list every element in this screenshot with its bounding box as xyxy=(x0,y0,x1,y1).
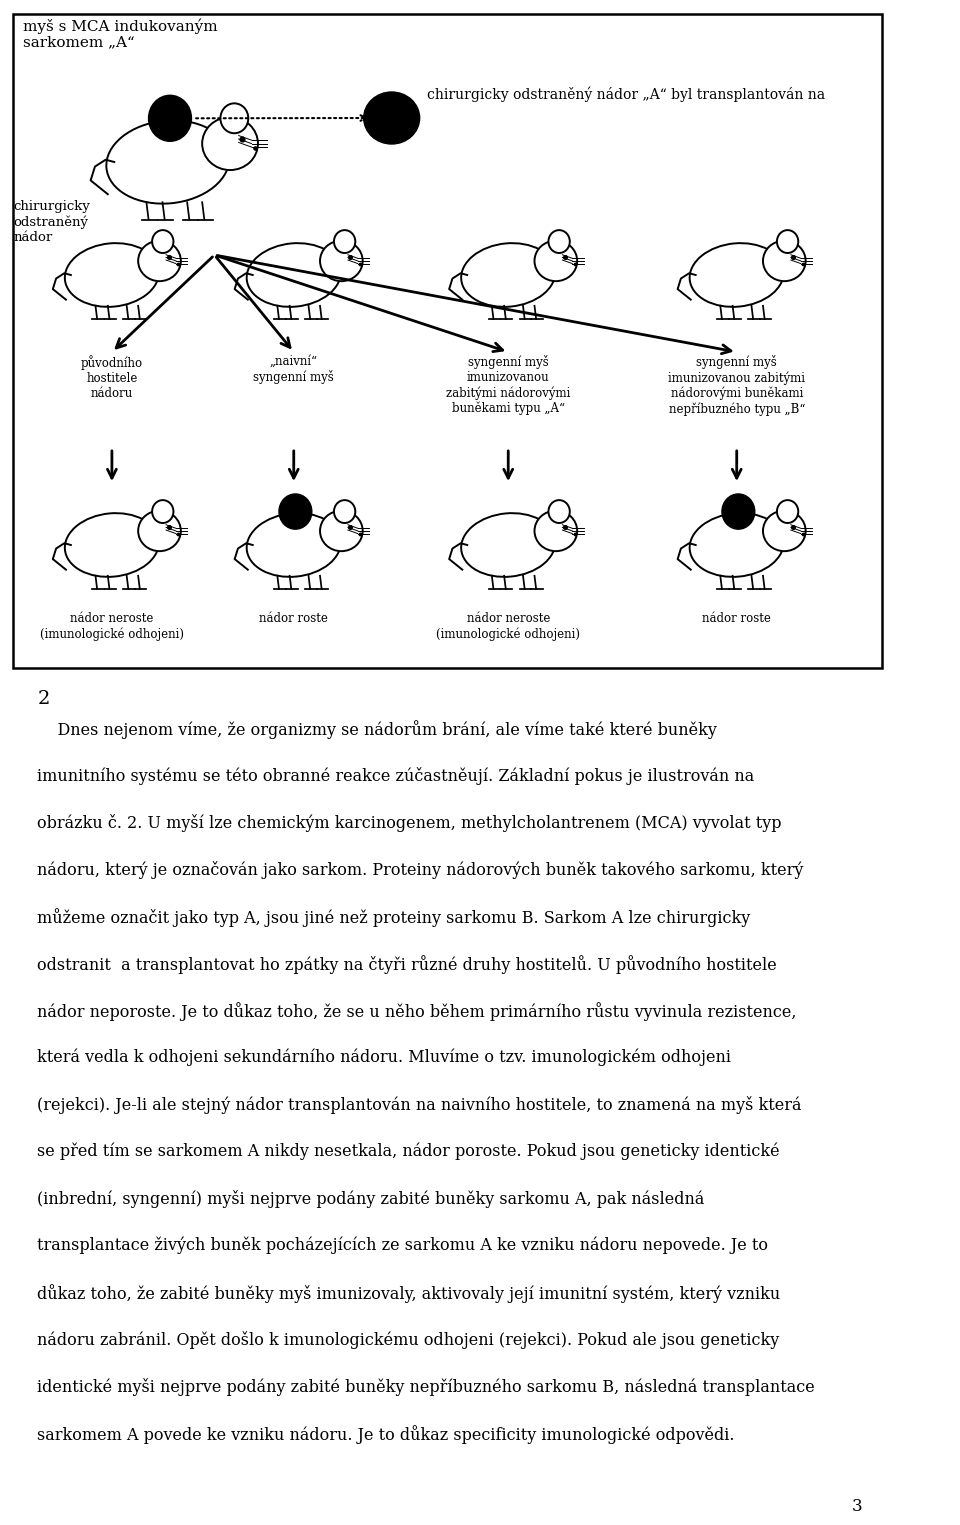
Ellipse shape xyxy=(364,92,420,143)
Ellipse shape xyxy=(107,120,229,204)
Text: imunitního systému se této obranné reakce zúčastněují. Základní pokus je ilustro: imunitního systému se této obranné reakc… xyxy=(37,767,755,785)
Text: nádor neroste
(imunologické odhojeni): nádor neroste (imunologické odhojeni) xyxy=(436,612,580,640)
Text: která vedla k odhojeni sekundárního nádoru. Mluvíme o tzv. imunologickém odhojen: která vedla k odhojeni sekundárního nádo… xyxy=(37,1049,732,1066)
Circle shape xyxy=(334,230,355,253)
Text: sarkomem A povede ke vzniku nádoru. Je to důkaz specificity imunologické odpověd: sarkomem A povede ke vzniku nádoru. Je t… xyxy=(37,1424,734,1444)
Ellipse shape xyxy=(763,241,805,281)
Circle shape xyxy=(152,230,174,253)
Circle shape xyxy=(548,230,570,253)
Text: syngenní myš
imunizovanou zabitými
nádorovými buněkami
nepříbuzného typu „B“: syngenní myš imunizovanou zabitými nádor… xyxy=(668,355,805,416)
Ellipse shape xyxy=(535,511,577,551)
Text: nádor neporoste. Je to důkaz toho, že se u něho během primárního růstu vyvinula : nádor neporoste. Je to důkaz toho, že se… xyxy=(37,1002,797,1020)
Ellipse shape xyxy=(247,242,341,307)
Text: Dnes nejenom víme, že organizmy se nádorům brání, ale víme také které buněky: Dnes nejenom víme, že organizmy se nádor… xyxy=(37,720,717,740)
Text: nádoru zabránil. Opět došlo k imunologickému odhojeni (rejekci). Pokud ale jsou : nádoru zabránil. Opět došlo k imunologic… xyxy=(37,1331,780,1350)
Circle shape xyxy=(548,500,570,523)
Ellipse shape xyxy=(461,242,555,307)
Ellipse shape xyxy=(65,242,159,307)
Ellipse shape xyxy=(689,512,783,576)
Ellipse shape xyxy=(763,511,805,551)
Text: chirurgicky odstraněný nádor „A“ byl transplantován na: chirurgicky odstraněný nádor „A“ byl tra… xyxy=(427,85,826,102)
Ellipse shape xyxy=(461,512,555,576)
Text: transplantace živých buněk pocházejících ze sarkomu A ke vzniku nádoru nepovede.: transplantace živých buněk pocházejících… xyxy=(37,1237,768,1255)
Text: myš s MCA indukovaným
sarkomem „A“: myš s MCA indukovaným sarkomem „A“ xyxy=(23,18,218,50)
Ellipse shape xyxy=(138,511,180,551)
Text: nádor roste: nádor roste xyxy=(259,612,328,625)
Circle shape xyxy=(777,230,799,253)
Ellipse shape xyxy=(138,241,180,281)
Ellipse shape xyxy=(689,242,783,307)
Text: původního
hostitele
nádoru: původního hostitele nádoru xyxy=(81,355,143,400)
Ellipse shape xyxy=(65,512,159,576)
Text: (rejekci). Je-li ale stejný nádor transplantován na naivního hostitele, to zname: (rejekci). Je-li ale stejný nádor transp… xyxy=(37,1096,802,1113)
Text: nádor roste: nádor roste xyxy=(703,612,771,625)
Text: důkaz toho, že zabité buněky myš imunizovaly, aktivovaly její imunitní systém, k: důkaz toho, že zabité buněky myš imunizo… xyxy=(37,1284,780,1302)
Circle shape xyxy=(149,95,191,142)
Text: nádor neroste
(imunologické odhojeni): nádor neroste (imunologické odhojeni) xyxy=(40,612,184,640)
Text: identické myši nejprve podány zabité buněky nepříbuzného sarkomu B, následná tra: identické myši nejprve podány zabité bun… xyxy=(37,1379,815,1395)
Text: se před tím se sarkomem A nikdy nesetkala, nádor poroste. Pokud jsou geneticky i: se před tím se sarkomem A nikdy nesetkal… xyxy=(37,1144,780,1161)
Ellipse shape xyxy=(320,511,363,551)
Ellipse shape xyxy=(535,241,577,281)
Text: můžeme označit jako typ A, jsou jiné než proteiny sarkomu B. Sarkom A lze chirur: můžeme označit jako typ A, jsou jiné než… xyxy=(37,907,751,927)
Circle shape xyxy=(777,500,799,523)
Text: odstranit  a transplantovat ho zpátky na čtyři různé druhy hostitelů. U původníh: odstranit a transplantovat ho zpátky na … xyxy=(37,955,777,974)
Circle shape xyxy=(279,494,312,529)
Text: (inbrední, syngenní) myši nejprve podány zabité buněky sarkomu A, pak následná: (inbrední, syngenní) myši nejprve podány… xyxy=(37,1190,705,1208)
Text: obrázku č. 2. U myší lze chemickým karcinogenem, methylcholantrenem (MCA) vyvola: obrázku č. 2. U myší lze chemickým karci… xyxy=(37,814,781,833)
Circle shape xyxy=(722,494,755,529)
Text: nádoru, který je označován jako sarkom. Proteiny nádorových buněk takového sarko: nádoru, který je označován jako sarkom. … xyxy=(37,862,804,878)
Ellipse shape xyxy=(320,241,363,281)
Text: syngenní myš
imunizovanou
zabitými nádorovými
buněkami typu „A“: syngenní myš imunizovanou zabitými nádor… xyxy=(446,355,570,415)
Ellipse shape xyxy=(247,512,341,576)
Text: 2: 2 xyxy=(37,689,50,708)
Circle shape xyxy=(334,500,355,523)
Circle shape xyxy=(221,104,249,133)
Circle shape xyxy=(152,500,174,523)
Text: 3: 3 xyxy=(852,1498,863,1514)
Bar xyxy=(13,14,882,668)
Text: „naivní“
syngenní myš: „naivní“ syngenní myš xyxy=(253,355,334,384)
Ellipse shape xyxy=(203,117,258,171)
Text: chirurgicky
odstraněný
nádor: chirurgicky odstraněný nádor xyxy=(13,200,90,244)
